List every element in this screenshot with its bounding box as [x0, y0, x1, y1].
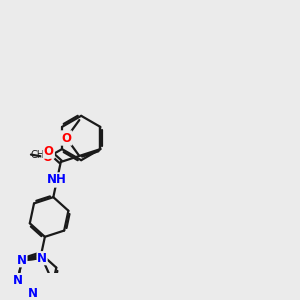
Text: N: N	[28, 287, 38, 300]
Text: O: O	[61, 131, 71, 145]
Text: N: N	[17, 254, 27, 267]
Text: O: O	[44, 145, 54, 158]
Text: CH₃: CH₃	[31, 150, 49, 160]
Text: N: N	[13, 274, 23, 286]
Text: N: N	[37, 252, 47, 265]
Text: NH: NH	[47, 173, 67, 187]
Text: O: O	[43, 151, 52, 164]
